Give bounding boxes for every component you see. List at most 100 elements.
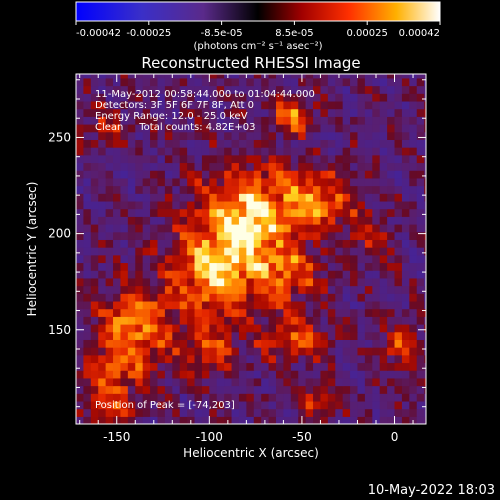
heatmap-cell: [83, 377, 92, 387]
heatmap-cell: [164, 131, 173, 140]
heatmap-cell: [90, 285, 99, 294]
heatmap-cell: [327, 147, 336, 156]
heatmap-cell: [320, 324, 329, 333]
heatmap-cell: [283, 224, 292, 233]
heatmap-cell: [157, 74, 166, 79]
heatmap-cell: [76, 108, 85, 117]
heatmap-cell: [209, 193, 218, 202]
heatmap-cell: [231, 200, 240, 210]
heatmap-cell: [416, 116, 425, 125]
heatmap-cell: [164, 93, 173, 102]
heatmap-cell: [298, 162, 307, 171]
heatmap-cell: [179, 162, 188, 171]
heatmap-cell: [246, 93, 255, 102]
heatmap-cell: [357, 316, 366, 325]
heatmap-cell: [298, 316, 307, 325]
heatmap-cell: [261, 231, 270, 240]
heatmap-cell: [179, 108, 188, 117]
heatmap-cell: [150, 108, 159, 117]
heatmap-cell: [327, 100, 336, 110]
heatmap-cell: [194, 354, 203, 364]
heatmap-cell: [401, 277, 410, 287]
heatmap-cell: [150, 193, 159, 202]
heatmap-cell: [201, 108, 210, 117]
heatmap-cell: [231, 377, 240, 387]
heatmap-cell: [142, 193, 151, 202]
heatmap-cell: [216, 170, 225, 179]
heatmap-cell: [350, 400, 359, 410]
heatmap-cell: [335, 77, 344, 87]
x-axis-tick-label: -150: [103, 430, 130, 444]
heatmap-cell: [342, 370, 351, 379]
heatmap-cell: [105, 293, 114, 302]
heatmap-cell: [187, 316, 196, 325]
heatmap-cell: [127, 162, 136, 171]
heatmap-cell: [238, 293, 247, 302]
heatmap-cell: [342, 216, 351, 225]
heatmap-cell: [416, 254, 425, 264]
heatmap-cell: [305, 262, 314, 271]
heatmap-cell: [120, 385, 129, 394]
heatmap-cell: [216, 124, 225, 133]
heatmap-cell: [187, 293, 196, 302]
heatmap-cell: [224, 208, 233, 217]
heatmap-cell: [298, 385, 307, 394]
heatmap-cell: [424, 416, 426, 424]
heatmap-cell: [238, 308, 247, 317]
heatmap-cell: [261, 393, 270, 402]
heatmap-cell: [320, 377, 329, 387]
heatmap-cell: [209, 108, 218, 117]
heatmap-cell: [276, 208, 285, 217]
heatmap-cell: [305, 147, 314, 156]
heatmap-cell: [253, 277, 262, 287]
heatmap-cell: [401, 324, 410, 333]
heatmap-cell: [150, 154, 159, 164]
heatmap-cell: [179, 224, 188, 233]
heatmap-cell: [209, 216, 218, 225]
heatmap-cell: [379, 208, 388, 217]
heatmap-cell: [157, 77, 166, 87]
heatmap-cell: [327, 247, 336, 256]
heatmap-cell: [194, 154, 203, 164]
heatmap-cell: [364, 239, 373, 248]
heatmap-cell: [76, 177, 85, 187]
heatmap-cell: [113, 239, 122, 248]
heatmap-cell: [409, 270, 418, 279]
heatmap-cell: [357, 416, 366, 424]
heatmap-cell: [98, 93, 107, 102]
heatmap-cell: [113, 254, 122, 264]
heatmap-cell: [238, 193, 247, 202]
heatmap-cell: [253, 131, 262, 140]
heatmap-cell: [135, 400, 144, 410]
heatmap-cell: [120, 200, 129, 210]
heatmap-cell: [179, 293, 188, 302]
heatmap-cell: [209, 239, 218, 248]
heatmap-cell: [364, 331, 373, 340]
heatmap-cell: [90, 231, 99, 240]
heatmap-cell: [150, 362, 159, 371]
heatmap-cell: [313, 216, 322, 225]
heatmap-cell: [372, 285, 381, 294]
heatmap-cell: [357, 347, 366, 356]
heatmap-cell: [268, 293, 277, 302]
heatmap-cell: [83, 347, 92, 356]
heatmap-cell: [142, 370, 151, 379]
heatmap-cell: [290, 74, 299, 79]
heatmap-cell: [172, 116, 181, 125]
heatmap-cell: [298, 231, 307, 240]
heatmap-cell: [387, 277, 396, 287]
heatmap-cell: [335, 124, 344, 133]
heatmap-cell: [201, 262, 210, 271]
heatmap-cell: [342, 116, 351, 125]
heatmap-cell: [164, 308, 173, 317]
heatmap-cell: [216, 300, 225, 310]
heatmap-cell: [276, 400, 285, 410]
heatmap-cell: [268, 270, 277, 279]
heatmap-cell: [268, 300, 277, 310]
heatmap-cell: [335, 224, 344, 233]
heatmap-cell: [135, 116, 144, 125]
heatmap-cell: [105, 162, 114, 171]
heatmap-cell: [187, 116, 196, 125]
heatmap-cell: [76, 193, 85, 202]
heatmap-cell: [268, 177, 277, 187]
